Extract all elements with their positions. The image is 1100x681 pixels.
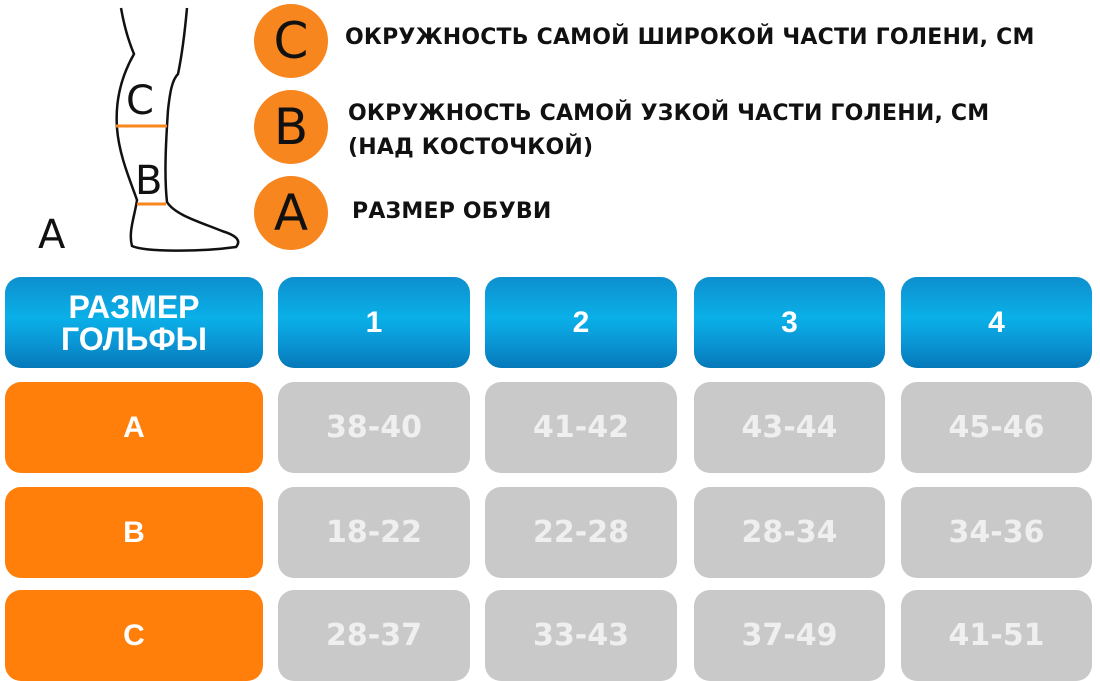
table-cell: 41-42 <box>485 382 677 473</box>
row-label-c: C <box>5 590 263 681</box>
legend-text-c: ОКРУЖНОСТЬ САМОЙ ШИРОКОЙ ЧАСТИ ГОЛЕНИ, С… <box>345 25 1035 50</box>
diagram-label-c: C <box>126 78 154 124</box>
legend-badge-a: A <box>254 176 328 250</box>
legend-text-a: РАЗМЕР ОБУВИ <box>352 199 552 224</box>
header-label-line2: ГОЛЬФЫ <box>61 320 207 357</box>
table-cell: 18-22 <box>278 487 470 578</box>
table-cell: 34-36 <box>901 487 1092 578</box>
diagram-label-b: B <box>135 158 163 204</box>
leg-outline <box>115 7 240 252</box>
legend-text-b-line2: (НАД КОСТОЧКОЙ) <box>348 135 594 160</box>
table-cell: 38-40 <box>278 382 470 473</box>
table-cell: 41-51 <box>901 590 1092 681</box>
row-label-a: A <box>5 382 263 473</box>
table-cell: 22-28 <box>485 487 677 578</box>
diagram-label-a: A <box>38 212 66 258</box>
size-header-3: 3 <box>694 277 885 368</box>
row-label-b: B <box>5 487 263 578</box>
size-header-4: 4 <box>901 277 1092 368</box>
size-header-1: 1 <box>278 277 470 368</box>
table-cell: 45-46 <box>901 382 1092 473</box>
table-cell: 28-37 <box>278 590 470 681</box>
legend-badge-b: B <box>254 90 328 164</box>
table-cell: 37-49 <box>694 590 885 681</box>
leg-diagram <box>115 7 240 252</box>
table-cell: 43-44 <box>694 382 885 473</box>
legend-text-b-line1: ОКРУЖНОСТЬ САМОЙ УЗКОЙ ЧАСТИ ГОЛЕНИ, СМ <box>348 101 990 126</box>
table-header-size-label: РАЗМЕР ГОЛЬФЫ <box>5 277 263 368</box>
table-cell: 28-34 <box>694 487 885 578</box>
legend-badge-c: C <box>254 4 328 78</box>
size-header-2: 2 <box>485 277 677 368</box>
header-label-line1: РАЗМЕР <box>68 288 200 325</box>
table-cell: 33-43 <box>485 590 677 681</box>
